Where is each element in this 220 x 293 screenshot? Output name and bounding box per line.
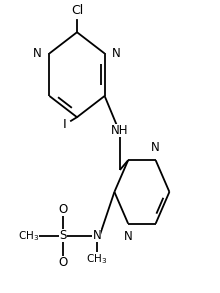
Text: CH$_3$: CH$_3$ <box>18 229 39 243</box>
Text: N: N <box>33 47 42 60</box>
Text: Cl: Cl <box>71 4 83 17</box>
Text: N: N <box>151 141 160 154</box>
Text: N: N <box>112 47 121 60</box>
Text: I: I <box>63 118 67 131</box>
Text: N: N <box>124 230 132 243</box>
Text: O: O <box>58 256 67 269</box>
Text: CH$_3$: CH$_3$ <box>86 252 107 266</box>
Text: NH: NH <box>111 124 129 137</box>
Text: O: O <box>58 203 67 216</box>
Text: S: S <box>59 229 66 242</box>
Text: N: N <box>92 229 101 242</box>
